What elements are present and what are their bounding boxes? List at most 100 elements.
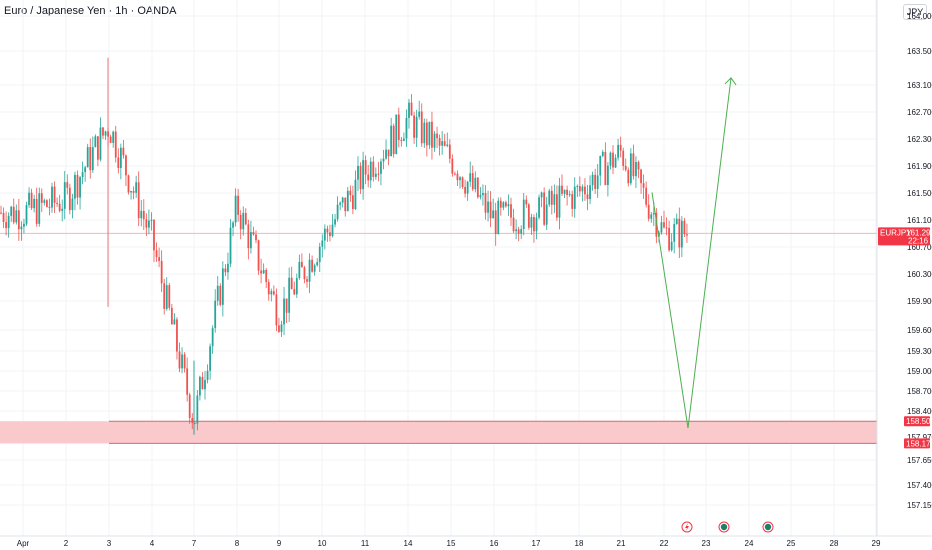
candle-body (622, 150, 625, 166)
candle-body (420, 111, 423, 144)
candle-body (372, 161, 375, 177)
candle-body (46, 200, 48, 207)
zone-upper-value: 158.501 (906, 417, 932, 426)
candle-body (247, 224, 250, 249)
candle-body (617, 144, 619, 158)
time-axis[interactable]: Apr 2 3 4 7 8 9 10 11 14 15 16 17 18 21 22 23 24 25 28 29 (17, 539, 881, 548)
candle-body (367, 174, 370, 181)
candle-body (479, 195, 482, 198)
candle-body (594, 174, 597, 189)
candle-body (581, 186, 584, 192)
candle-body (303, 267, 306, 280)
candle-body (267, 282, 270, 295)
candle-body (612, 152, 614, 168)
candle-body (640, 169, 642, 184)
candle-body (395, 114, 398, 155)
candle-body (242, 212, 245, 230)
candle-body (609, 152, 612, 166)
candle-body (433, 133, 436, 148)
price-tick-label: 160.700 (907, 243, 932, 252)
candle-body (451, 158, 454, 174)
candle-body (464, 186, 466, 194)
candle-body (43, 200, 46, 203)
candle-body (265, 269, 268, 283)
candle-body (201, 376, 204, 390)
candle-body (663, 222, 665, 228)
price-axis[interactable]: 164.000 163.500 163.100 162.700 162.300 161.9… (907, 12, 932, 510)
candle-body (15, 210, 18, 223)
candle-body (642, 183, 645, 188)
candle-body (507, 204, 510, 207)
candle-body (505, 202, 507, 207)
currency-label[interactable]: JPY (903, 4, 927, 20)
candle-body (341, 197, 344, 203)
last-price-countdown: 22:16 (908, 236, 929, 245)
price-tick-label: 157.400 (907, 481, 932, 490)
candle-body (130, 190, 132, 193)
candle-body (405, 117, 408, 139)
candle-body (66, 182, 69, 188)
candle-body (170, 307, 173, 325)
time-tick-label: 10 (318, 539, 327, 548)
candle-body (484, 193, 487, 213)
candle-body (51, 186, 53, 208)
candle-body (17, 210, 20, 230)
candle-body (686, 234, 688, 236)
candle-body (369, 161, 372, 181)
candle-body (23, 223, 25, 227)
candle-body (178, 351, 181, 369)
candle-body (216, 285, 219, 301)
candle-body (599, 155, 602, 176)
candle-body (517, 229, 520, 234)
candle-body (150, 219, 153, 221)
candle-body (5, 222, 7, 229)
candle-body (601, 151, 604, 156)
time-tick-label: 23 (702, 539, 711, 548)
event-markers[interactable] (681, 521, 774, 533)
candle-body (512, 217, 515, 232)
candle-body (326, 228, 329, 233)
candle-body (678, 218, 681, 248)
candle-body (53, 186, 56, 203)
candle-body (183, 354, 186, 369)
candle-body (193, 422, 196, 424)
candle-body (94, 136, 97, 148)
candle-body (499, 200, 502, 208)
candle-body (466, 181, 469, 194)
candle-body (497, 200, 500, 234)
candle-body (234, 195, 237, 223)
price-tick-label: 160.300 (907, 270, 932, 279)
candle-body (502, 202, 505, 208)
candle-body (38, 193, 41, 224)
candle-body (104, 131, 107, 136)
candle-body (229, 227, 232, 264)
candle-body (385, 149, 387, 159)
candle-body (97, 136, 99, 160)
candle-body (288, 277, 291, 313)
candle-body (331, 224, 334, 237)
candle-body (153, 219, 155, 251)
candle-body (624, 165, 627, 170)
candle-body (311, 259, 313, 272)
candle-body (522, 199, 525, 230)
candle-body (346, 190, 349, 212)
candle-body (239, 214, 242, 230)
candle-body (364, 160, 367, 175)
candle-body (339, 202, 342, 205)
candle-body (436, 133, 438, 139)
candle-body (125, 155, 127, 176)
candle-body (377, 173, 380, 175)
candle-body (102, 127, 104, 136)
candle-body (683, 220, 686, 235)
candle-body (538, 197, 540, 218)
news-event-dot (720, 523, 728, 531)
price-tick-label: 162.700 (907, 108, 932, 117)
projection-arrow-head (724, 77, 737, 86)
candle-body (191, 418, 194, 423)
candle-body (61, 208, 64, 211)
candle-body (647, 204, 650, 219)
candle-body (313, 265, 316, 272)
time-tick-label: 18 (575, 539, 584, 548)
price-tick-label: 161.100 (907, 216, 932, 225)
